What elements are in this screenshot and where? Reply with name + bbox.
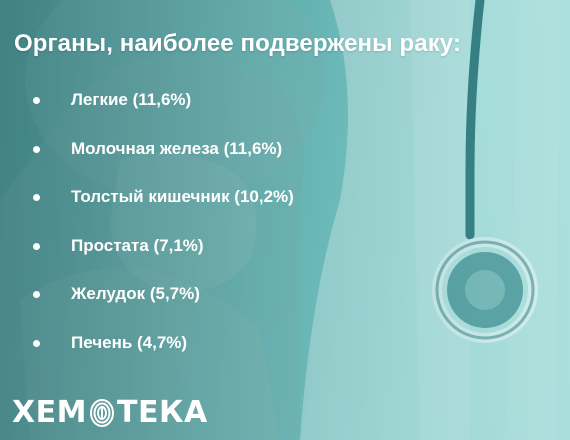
- page-title: Органы, наиболее подвержены раку:: [14, 30, 462, 57]
- bullet-icon: [33, 97, 40, 104]
- list-item-label: Печень (4,7%): [71, 332, 188, 352]
- bullet-icon: [33, 291, 40, 298]
- logo-text-part2: ТЕКА: [116, 395, 208, 430]
- list-item-label: Толстый кишечник (10,2%): [71, 187, 294, 206]
- list-item-label: Молочная железа (11,6%): [71, 138, 283, 158]
- bullet-icon: [33, 242, 40, 250]
- fingerprint-icon: [89, 399, 114, 427]
- list-item-label: Желудок (5,7%): [71, 284, 200, 303]
- bullet-icon: [33, 194, 40, 201]
- brand-logo: ХЕМ ТЕКА: [12, 398, 208, 428]
- logo-text-part1: ХЕМ: [12, 395, 87, 430]
- list-item-label: Простата (7,1%): [71, 235, 204, 255]
- bullet-icon: [33, 339, 40, 347]
- list-item-label: Легкие (11,6%): [71, 90, 192, 109]
- bullet-icon: [33, 145, 40, 153]
